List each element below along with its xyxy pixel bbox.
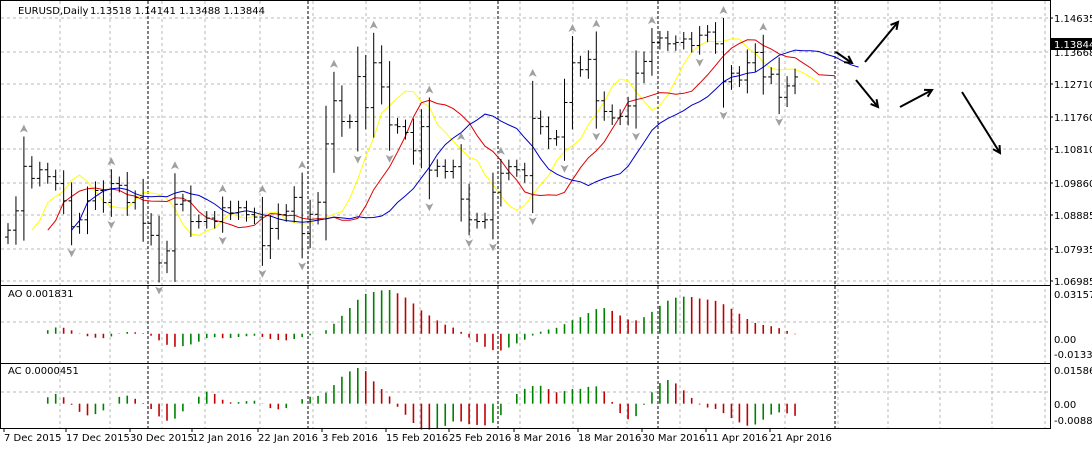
fractal-up-marker [258, 184, 267, 193]
time-axis-label: 30 Dec 2015 [130, 433, 194, 444]
ao-indicator-label: AO 0.001831 [8, 289, 73, 300]
moving-averages [31, 38, 859, 236]
price-axis-label: 1.08885 [1054, 211, 1092, 222]
time-axis-label: 3 Feb 2016 [322, 433, 378, 444]
ao-axis-label: 0.031577 [1054, 290, 1092, 301]
forecast-arrow-up-right [864, 21, 899, 63]
fractal-down-marker [488, 243, 497, 252]
fractal-up-marker [719, 6, 728, 15]
ac-indicator-label: AC 0.0000451 [8, 366, 79, 377]
forecast-arrow-head [923, 88, 934, 98]
ao-axis-label: 0.00 [1054, 335, 1076, 346]
fractal-up-marker [647, 16, 656, 25]
forecast-arrow-head [870, 98, 880, 109]
fractal-up-marker [425, 85, 434, 94]
price-axis-label: 1.07935 [1054, 245, 1092, 256]
grid [1, 1, 1050, 428]
forecast-arrow-down-right [961, 91, 1001, 154]
time-axis-label: 18 Mar 2016 [578, 433, 641, 444]
ac-axis-label: -0.008889 [1054, 416, 1092, 427]
fractal-up-marker [759, 22, 768, 31]
period-separators [147, 1, 836, 428]
fractal-down-marker [298, 262, 307, 271]
ma-mid-line [47, 39, 835, 231]
time-axis-label: 21 Apr 2016 [770, 433, 832, 444]
ma-fast-line [31, 38, 820, 236]
candles [5, 18, 799, 283]
current-price-box [1051, 38, 1092, 50]
fractal-up-marker [107, 157, 116, 166]
fractal-down-marker [258, 269, 267, 278]
forecast-arrow-up-right [855, 79, 879, 108]
price-axis-label: 1.09860 [1054, 179, 1092, 190]
ma-slow-line [71, 49, 859, 231]
forecast-arrow-down-right [899, 89, 933, 108]
ac-axis-label: 0.00 [1054, 400, 1076, 411]
fractal-down-marker [155, 286, 164, 295]
price-axis-label: 1.14635 [1054, 14, 1092, 25]
fractal-up-marker [170, 161, 179, 170]
fractal-up-marker [329, 59, 338, 68]
current-price-label: 1.13844 [1054, 40, 1092, 51]
time-axis-label: 22 Jan 2016 [258, 433, 318, 444]
price-axis-label-partial: 1.13668 [1054, 48, 1092, 59]
fractal-down-marker [592, 132, 601, 141]
forecast-arrow-down-right [835, 51, 853, 64]
price-axis-label: 1.06985 [1054, 277, 1092, 288]
fractal-down-marker [528, 217, 537, 226]
fractal-down-marker [385, 154, 394, 163]
fractal-up-marker [298, 160, 307, 169]
ac-axis-label: 0.015865 [1054, 366, 1092, 377]
fractal-up-marker [218, 184, 227, 193]
fractal-down-marker [465, 239, 474, 248]
fractal-down-marker [353, 155, 362, 164]
time-axis-label: 12 Jan 2016 [192, 433, 252, 444]
fractal-down-marker [560, 164, 569, 173]
fractal-up-marker [592, 19, 601, 28]
fractal-down-marker [632, 132, 641, 141]
fractal-down-marker [67, 249, 76, 258]
fractal-down-marker [775, 118, 784, 127]
price-axis-label: 1.12710 [1054, 80, 1092, 91]
fractal-up-marker [568, 23, 577, 32]
fractal-down-marker [425, 203, 434, 212]
fractal-up-marker [457, 132, 466, 141]
time-axis-label: 8 Mar 2016 [514, 433, 571, 444]
price-axis-label: 1.10810 [1054, 145, 1092, 156]
time-axis-label: 7 Dec 2015 [4, 433, 62, 444]
fractal-up-marker [496, 146, 505, 155]
time-axis-label: 15 Feb 2016 [386, 433, 448, 444]
time-axis-label: 11 Apr 2016 [706, 433, 768, 444]
forecast-arrows [835, 20, 1002, 155]
fractal-up-marker [19, 124, 28, 133]
fractals [19, 6, 784, 295]
fractal-down-marker [107, 220, 116, 229]
fractal-up-marker [528, 68, 537, 77]
fractal-up-marker [369, 20, 378, 29]
ao-axis-label: -0.013319 [1054, 350, 1092, 361]
fractal-down-marker [719, 111, 728, 120]
forecast-arrow-head [890, 20, 900, 31]
forecast-arrow-head [843, 55, 854, 65]
time-axis-label: 30 Mar 2016 [642, 433, 705, 444]
price-axis-label: 1.11760 [1054, 113, 1092, 124]
chart-symbol-label: EURUSD,Daily [18, 6, 89, 17]
forecast-arrow-head [992, 144, 1002, 155]
axis-labels: 1.14635 1.12710 1.11760 1.10810 1.09860 1.088… [3, 14, 1092, 444]
chart-ohlc-values: 1.13518 1.14141 1.13488 1.13844 [90, 6, 265, 17]
fractal-down-marker [695, 58, 704, 67]
time-axis-label: 25 Feb 2016 [449, 433, 511, 444]
fractal-down-marker [218, 236, 227, 245]
ao-histogram [46, 290, 796, 351]
ac-histogram [46, 368, 796, 430]
time-axis-label: 17 Dec 2015 [66, 433, 130, 444]
